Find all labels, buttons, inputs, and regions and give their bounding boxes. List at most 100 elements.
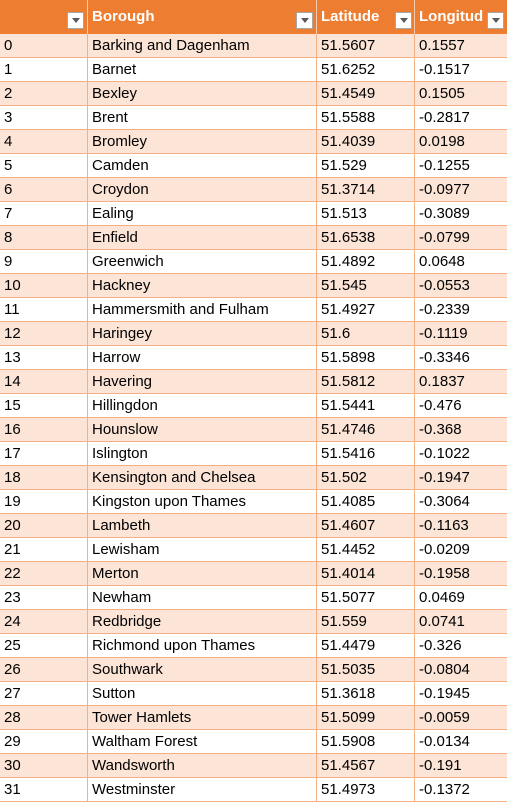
cell-latitude[interactable]: 51.5908 (317, 730, 415, 754)
cell-latitude[interactable]: 51.4549 (317, 82, 415, 106)
cell-borough[interactable]: Bromley (88, 130, 317, 154)
cell-borough[interactable]: Wandsworth (88, 754, 317, 778)
cell-borough[interactable]: Merton (88, 562, 317, 586)
header-longitude[interactable]: Longitud (419, 8, 484, 25)
cell-longitude[interactable]: -0.1517 (415, 58, 507, 82)
cell-index[interactable]: 26 (0, 658, 88, 682)
cell-longitude[interactable]: -0.2339 (415, 298, 507, 322)
cell-index[interactable]: 28 (0, 706, 88, 730)
cell-latitude[interactable]: 51.5898 (317, 346, 415, 370)
cell-borough[interactable]: Haringey (88, 322, 317, 346)
cell-borough[interactable]: Tower Hamlets (88, 706, 317, 730)
cell-longitude[interactable]: -0.1255 (415, 154, 507, 178)
cell-latitude[interactable]: 51.6538 (317, 226, 415, 250)
cell-borough[interactable]: Hillingdon (88, 394, 317, 418)
cell-longitude[interactable]: -0.3089 (415, 202, 507, 226)
cell-longitude[interactable]: -0.3346 (415, 346, 507, 370)
cell-borough[interactable]: Barnet (88, 58, 317, 82)
cell-longitude[interactable]: 0.1557 (415, 34, 507, 58)
cell-index[interactable]: 12 (0, 322, 88, 346)
cell-longitude[interactable]: -0.1945 (415, 682, 507, 706)
cell-index[interactable]: 19 (0, 490, 88, 514)
cell-borough[interactable]: Brent (88, 106, 317, 130)
header-index[interactable] (0, 0, 88, 34)
cell-index[interactable]: 15 (0, 394, 88, 418)
cell-borough[interactable]: Havering (88, 370, 317, 394)
cell-index[interactable]: 25 (0, 634, 88, 658)
cell-longitude[interactable]: -0.3064 (415, 490, 507, 514)
cell-index[interactable]: 18 (0, 466, 88, 490)
cell-latitude[interactable]: 51.545 (317, 274, 415, 298)
cell-index[interactable]: 29 (0, 730, 88, 754)
cell-latitude[interactable]: 51.4452 (317, 538, 415, 562)
cell-longitude[interactable]: -0.0209 (415, 538, 507, 562)
cell-borough[interactable]: Hackney (88, 274, 317, 298)
cell-borough[interactable]: Kensington and Chelsea (88, 466, 317, 490)
header-borough[interactable]: Borough (88, 0, 317, 34)
cell-borough[interactable]: Ealing (88, 202, 317, 226)
cell-latitude[interactable]: 51.559 (317, 610, 415, 634)
cell-longitude[interactable]: -0.1958 (415, 562, 507, 586)
cell-borough[interactable]: Sutton (88, 682, 317, 706)
cell-borough[interactable]: Newham (88, 586, 317, 610)
cell-longitude[interactable]: -0.0804 (415, 658, 507, 682)
cell-latitude[interactable]: 51.4085 (317, 490, 415, 514)
cell-borough[interactable]: Richmond upon Thames (88, 634, 317, 658)
cell-longitude[interactable]: -0.0977 (415, 178, 507, 202)
cell-index[interactable]: 17 (0, 442, 88, 466)
cell-borough[interactable]: Hammersmith and Fulham (88, 298, 317, 322)
cell-borough[interactable]: Greenwich (88, 250, 317, 274)
cell-latitude[interactable]: 51.3618 (317, 682, 415, 706)
filter-dropdown-icon[interactable] (296, 12, 313, 29)
cell-latitude[interactable]: 51.4746 (317, 418, 415, 442)
cell-index[interactable]: 0 (0, 34, 88, 58)
cell-index[interactable]: 6 (0, 178, 88, 202)
cell-longitude[interactable]: 0.0198 (415, 130, 507, 154)
cell-longitude[interactable]: -0.326 (415, 634, 507, 658)
cell-index[interactable]: 4 (0, 130, 88, 154)
cell-longitude[interactable]: -0.0134 (415, 730, 507, 754)
cell-latitude[interactable]: 51.4892 (317, 250, 415, 274)
cell-latitude[interactable]: 51.513 (317, 202, 415, 226)
cell-latitude[interactable]: 51.5416 (317, 442, 415, 466)
cell-longitude[interactable]: -0.2817 (415, 106, 507, 130)
cell-index[interactable]: 21 (0, 538, 88, 562)
cell-borough[interactable]: Southwark (88, 658, 317, 682)
cell-index[interactable]: 27 (0, 682, 88, 706)
cell-longitude[interactable]: 0.0648 (415, 250, 507, 274)
cell-longitude[interactable]: -0.1947 (415, 466, 507, 490)
cell-borough[interactable]: Harrow (88, 346, 317, 370)
cell-latitude[interactable]: 51.6 (317, 322, 415, 346)
cell-latitude[interactable]: 51.5035 (317, 658, 415, 682)
cell-latitude[interactable]: 51.3714 (317, 178, 415, 202)
cell-latitude[interactable]: 51.5812 (317, 370, 415, 394)
cell-latitude[interactable]: 51.4039 (317, 130, 415, 154)
cell-longitude[interactable]: -0.476 (415, 394, 507, 418)
cell-longitude[interactable]: -0.0059 (415, 706, 507, 730)
cell-borough[interactable]: Kingston upon Thames (88, 490, 317, 514)
cell-index[interactable]: 1 (0, 58, 88, 82)
cell-index[interactable]: 13 (0, 346, 88, 370)
cell-longitude[interactable]: -0.1022 (415, 442, 507, 466)
cell-index[interactable]: 30 (0, 754, 88, 778)
cell-longitude[interactable]: 0.1837 (415, 370, 507, 394)
cell-index[interactable]: 20 (0, 514, 88, 538)
cell-latitude[interactable]: 51.5607 (317, 34, 415, 58)
cell-latitude[interactable]: 51.5441 (317, 394, 415, 418)
cell-longitude[interactable]: 0.0469 (415, 586, 507, 610)
cell-latitude[interactable]: 51.4567 (317, 754, 415, 778)
cell-index[interactable]: 11 (0, 298, 88, 322)
cell-index[interactable]: 9 (0, 250, 88, 274)
cell-index[interactable]: 31 (0, 778, 88, 802)
cell-latitude[interactable]: 51.4607 (317, 514, 415, 538)
cell-borough[interactable]: Islington (88, 442, 317, 466)
cell-borough[interactable]: Hounslow (88, 418, 317, 442)
filter-dropdown-icon[interactable] (395, 12, 412, 29)
cell-longitude[interactable]: -0.1163 (415, 514, 507, 538)
cell-index[interactable]: 7 (0, 202, 88, 226)
filter-dropdown-icon[interactable] (67, 12, 84, 29)
cell-longitude[interactable]: -0.0553 (415, 274, 507, 298)
cell-longitude[interactable]: -0.191 (415, 754, 507, 778)
cell-longitude[interactable]: 0.1505 (415, 82, 507, 106)
cell-longitude[interactable]: -0.1372 (415, 778, 507, 802)
